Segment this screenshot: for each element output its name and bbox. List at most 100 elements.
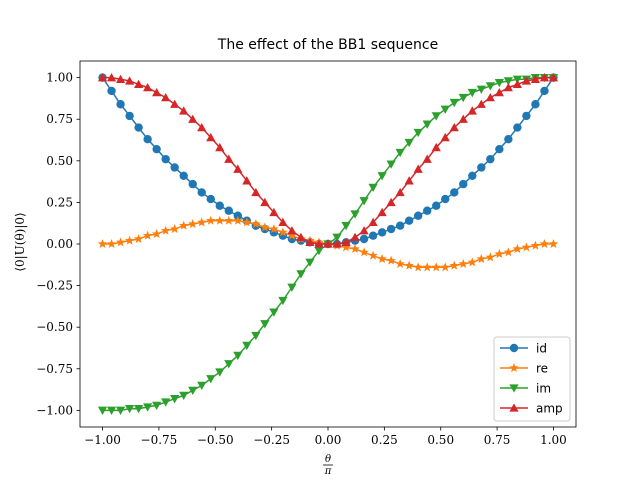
data-point-re (548, 239, 559, 249)
data-point-re (485, 252, 496, 262)
x-tick-label: −0.25 (253, 433, 290, 447)
data-point-amp (233, 164, 243, 173)
data-point-id (450, 188, 459, 197)
data-point-amp (404, 176, 414, 185)
data-point-id (377, 228, 387, 237)
y-tick-label: −0.25 (36, 279, 73, 293)
data-point-amp (179, 106, 189, 115)
data-point-im (278, 296, 288, 306)
data-point-amp (422, 154, 432, 163)
data-point-amp (503, 83, 513, 92)
data-point-id (522, 111, 531, 121)
data-point-im (314, 246, 324, 256)
legend-marker-re (509, 363, 519, 373)
legend-marker-amp (509, 403, 519, 412)
x-tick-label: 0.50 (427, 433, 454, 447)
data-point-id (188, 179, 197, 189)
data-point-amp (170, 99, 180, 108)
data-point-re (440, 262, 450, 272)
data-point-re (539, 239, 550, 249)
data-point-id (152, 144, 161, 154)
data-point-amp (449, 122, 459, 132)
data-point-im (224, 360, 234, 369)
data-point-amp (106, 73, 117, 82)
data-point-re (458, 258, 469, 269)
data-point-id (441, 194, 450, 204)
data-point-id (143, 134, 152, 144)
data-point-im (395, 148, 405, 158)
data-point-id (134, 123, 143, 132)
data-point-im (359, 197, 369, 206)
data-point-re (386, 255, 396, 265)
y-tick-label: 1.00 (46, 71, 73, 85)
data-point-id (125, 111, 134, 121)
data-point-re (521, 242, 532, 252)
data-point-amp (530, 74, 541, 83)
data-point-im (233, 351, 243, 361)
data-point-id (468, 171, 477, 180)
data-point-amp (314, 239, 324, 248)
data-point-re (251, 219, 261, 229)
data-point-im (152, 401, 162, 410)
data-point-re (512, 243, 523, 254)
data-point-amp (440, 132, 450, 142)
y-tick-label: −0.75 (36, 362, 73, 376)
data-point-re (169, 224, 180, 234)
data-point-re (404, 260, 414, 270)
data-point-im (215, 368, 225, 377)
data-point-re (368, 250, 378, 260)
data-point-id (540, 86, 549, 96)
data-point-re (133, 234, 144, 244)
data-point-im (197, 381, 207, 391)
data-point-im (269, 308, 279, 317)
data-point-re (422, 262, 432, 272)
data-point-im (251, 331, 261, 341)
data-point-amp (269, 207, 279, 217)
data-point-im (296, 270, 306, 279)
data-point-amp (332, 239, 342, 248)
data-point-amp (386, 197, 396, 207)
data-point-amp (323, 239, 333, 248)
data-point-id (395, 221, 405, 230)
data-point-amp (539, 73, 550, 82)
data-point-amp (278, 217, 288, 227)
data-point-re (359, 247, 369, 257)
data-point-re (431, 262, 441, 272)
data-point-re (476, 253, 487, 264)
data-point-amp (215, 142, 225, 152)
legend-item-amp: amp (500, 402, 563, 416)
y-tick-label: −1.00 (36, 403, 73, 417)
data-point-re (449, 260, 460, 270)
data-point-re (196, 217, 207, 227)
legend-label-im: im (536, 382, 551, 396)
chart-title: The effect of the BB1 sequence (217, 37, 438, 53)
data-point-im (377, 172, 387, 181)
data-point-im (134, 405, 144, 414)
y-tick-label: 0.00 (46, 237, 73, 251)
y-axis: −1.00 −0.75 −0.50 −0.25 0.00 0.25 0.50 0.75 1.00 (36, 71, 80, 417)
legend-item-id: id (500, 342, 547, 356)
y-tick-label: 0.75 (46, 112, 73, 126)
data-point-amp (115, 74, 126, 83)
data-point-amp (431, 142, 441, 152)
legend-item-im: im (500, 382, 551, 396)
data-point-amp (125, 76, 135, 85)
data-point-id (531, 100, 540, 109)
data-point-re (106, 239, 117, 249)
data-point-re (142, 230, 153, 240)
data-point-re (269, 224, 279, 234)
data-point-im (260, 320, 270, 329)
data-point-id (224, 206, 233, 215)
legend: id re im amp (493, 336, 571, 422)
data-point-amp (485, 93, 495, 102)
data-point-id (107, 86, 116, 96)
y-axis-label: ⟨0|U(θ)|0⟩ (13, 212, 27, 271)
data-point-re (233, 215, 243, 225)
data-point-id (359, 234, 369, 244)
data-point-im (115, 406, 126, 415)
data-point-id (504, 134, 513, 144)
x-tick-label: 0.25 (371, 433, 398, 447)
data-point-re (413, 262, 423, 272)
data-point-amp (476, 99, 486, 108)
data-point-re (278, 227, 288, 237)
